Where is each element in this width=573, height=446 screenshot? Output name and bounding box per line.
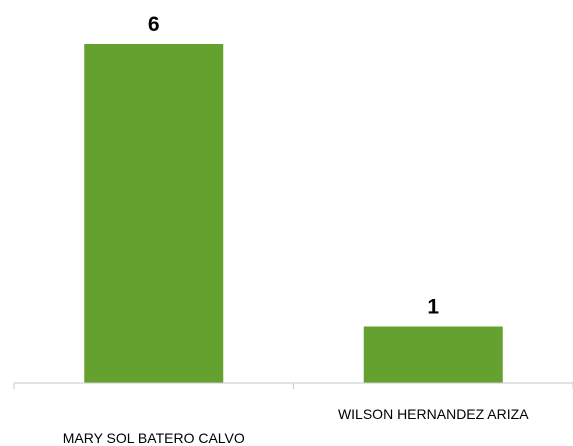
bar-1 xyxy=(363,326,503,383)
data-label-0: 6 xyxy=(148,13,160,36)
x-ticks-group xyxy=(13,383,573,389)
category-label-1: WILSON HERNANDEZ ARIZA xyxy=(338,406,529,422)
category-labels-group: MARY SOL BATERO CALVO WILSON HERNANDEZ AR… xyxy=(63,406,529,446)
bars-group xyxy=(84,44,503,383)
value-labels-group: 61 xyxy=(148,13,440,319)
category-label-0: MARY SOL BATERO CALVO xyxy=(63,430,245,446)
bar-0 xyxy=(84,44,224,383)
data-label-1: 1 xyxy=(427,296,439,319)
